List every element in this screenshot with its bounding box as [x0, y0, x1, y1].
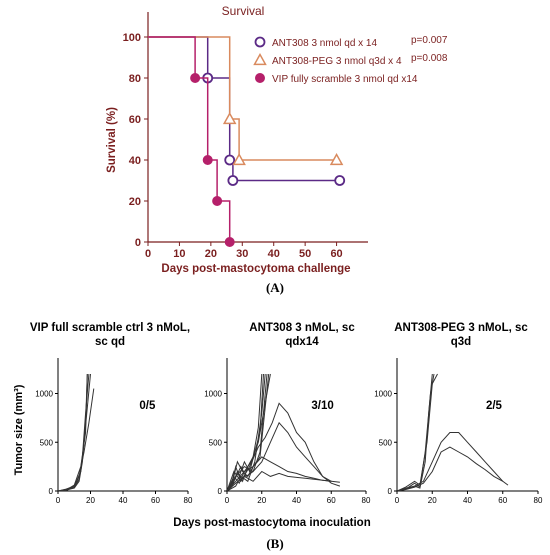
y-tick-label: 500 — [40, 438, 54, 447]
tumor-series-line — [397, 373, 435, 491]
survival-series-line — [148, 36, 337, 161]
x-tick-label: 40 — [292, 496, 301, 505]
tumor-series-line — [227, 421, 332, 491]
tumor-x-axis-label: Days post-mastocytoma inoculation — [173, 517, 370, 529]
survival-legend: ANT308 3 nmol qd x 14 p=0.007 ANT308-PEG 3… — [253, 35, 448, 85]
y-tick-label: 40 — [129, 155, 141, 167]
y-tick-label: 1000 — [35, 390, 53, 399]
tumor-chart-1: VIP full scramble ctrl 3 nMoL, sc qd 0 500 1… — [30, 322, 193, 505]
tumor-chart-3: ANT308-PEG 3 nMoL, sc q3d 0 500 1000 0 20 40 60 8… — [374, 322, 543, 505]
survival-point — [224, 237, 235, 247]
tumor-lines — [397, 373, 509, 491]
x-tick-label: 60 — [330, 248, 342, 260]
y-tick-label: 0 — [388, 487, 393, 496]
x-tick-label: 40 — [119, 496, 128, 505]
tumor-growth-panel: VIP full scramble ctrl 3 nMoL, sc qd 0 500 1… — [13, 322, 543, 551]
survival-x-axis-label: Days post-mastocytoma challenge — [161, 263, 350, 275]
tumor-chart-title: ANT308-PEG 3 nMoL, sc — [394, 322, 528, 334]
x-tick-label: 0 — [225, 496, 230, 505]
tumor-series-line — [227, 373, 266, 491]
y-tick-label: 500 — [379, 438, 393, 447]
x-tick-label: 20 — [86, 496, 95, 505]
legend-marker — [255, 73, 265, 83]
tumor-lines — [227, 373, 341, 491]
tumor-series-line — [58, 373, 90, 491]
survival-point — [190, 73, 201, 83]
tumor-chart-title: VIP full scramble ctrl 3 nMoL, — [30, 322, 190, 334]
x-tick-label: 20 — [205, 248, 217, 260]
tumor-series-line — [58, 373, 88, 491]
x-tick-label: 80 — [184, 496, 193, 505]
x-tick-label: 20 — [428, 496, 437, 505]
x-tick-label: 60 — [327, 496, 336, 505]
survival-series-line — [148, 36, 231, 242]
y-tick-label: 0 — [218, 487, 223, 496]
survival-point — [329, 152, 344, 166]
x-tick-label: 60 — [498, 496, 507, 505]
tumor-chart-title: q3d — [451, 336, 471, 348]
tumor-chart-2: ANT308 3 nMoL, sc qdx14 0 500 1000 0 20 40 60 80 3… — [204, 322, 371, 505]
tumor-series-line — [58, 373, 88, 491]
y-tick-label: 20 — [129, 196, 141, 208]
x-tick-label: 30 — [236, 248, 248, 260]
survival-panel: Survival 0 20 40 60 80 100 0 10 20 30 40 50 60 ANT30… — [106, 4, 448, 295]
tumor-growth-charts: VIP full scramble ctrl 3 nMoL, sc qd 0 500 1… — [30, 322, 543, 505]
x-tick-label: 40 — [463, 496, 472, 505]
survival-point — [202, 155, 213, 165]
x-tick-label: 0 — [395, 496, 400, 505]
tumor-ratio-annotation: 2/5 — [486, 400, 503, 412]
x-tick-label: 80 — [534, 496, 543, 505]
y-tick-label: 1000 — [374, 390, 392, 399]
x-tick-label: 50 — [299, 248, 311, 260]
y-tick-label: 500 — [209, 438, 223, 447]
panel-label-a: (A) — [266, 280, 284, 295]
tumor-ratio-annotation: 3/10 — [311, 400, 333, 412]
x-tick-label: 0 — [56, 496, 61, 505]
x-tick-label: 60 — [151, 496, 160, 505]
y-tick-label: 60 — [129, 114, 141, 126]
legend-pvalue: p=0.007 — [411, 35, 448, 46]
survival-point — [232, 152, 246, 166]
tumor-lines — [58, 373, 95, 491]
y-tick-label: 80 — [129, 73, 141, 85]
survival-point — [212, 196, 223, 206]
tumor-y-axis-label: Tumor size (mm³) — [13, 384, 25, 475]
survival-y-axis-label: Survival (%) — [106, 107, 118, 173]
survival-point — [224, 154, 236, 166]
x-tick-label: 0 — [145, 248, 151, 260]
legend-marker — [253, 52, 267, 66]
legend-marker — [254, 36, 266, 48]
x-tick-label: 80 — [362, 496, 371, 505]
survival-axes: 0 20 40 60 80 100 0 10 20 30 40 50 60 — [123, 12, 368, 260]
panel-label-b: (B) — [266, 536, 283, 551]
survival-point — [227, 175, 239, 186]
x-tick-label: 40 — [268, 248, 280, 260]
tumor-chart-title: sc qd — [95, 336, 125, 348]
y-tick-label: 0 — [49, 487, 54, 496]
survival-point — [222, 111, 237, 125]
x-tick-label: 20 — [257, 496, 266, 505]
tumor-series-line — [397, 432, 509, 491]
tumor-series-line — [397, 446, 504, 491]
tumor-series-line — [227, 373, 268, 491]
tumor-series-line — [227, 470, 340, 491]
survival-plot — [148, 36, 346, 247]
survival-point — [334, 175, 346, 186]
y-tick-label: 1000 — [204, 390, 222, 399]
tumor-ratio-annotation: 0/5 — [139, 400, 156, 412]
tumor-series-line — [58, 388, 95, 491]
legend-label: VIP fully scramble 3 nmol qd x14 — [272, 74, 418, 85]
survival-title: Survival — [222, 4, 265, 18]
y-tick-label: 100 — [123, 32, 141, 44]
x-tick-label: 10 — [173, 248, 185, 260]
legend-label: ANT308 3 nmol qd x 14 — [272, 38, 377, 49]
y-tick-label: 0 — [135, 237, 141, 249]
tumor-chart-title: ANT308 3 nMoL, sc — [249, 322, 355, 334]
tumor-chart-title: qdx14 — [285, 336, 319, 348]
legend-pvalue: p=0.008 — [411, 53, 448, 64]
legend-label: ANT308-PEG 3 nmol q3d x 4 — [272, 56, 402, 67]
tumor-series-line — [227, 456, 332, 491]
